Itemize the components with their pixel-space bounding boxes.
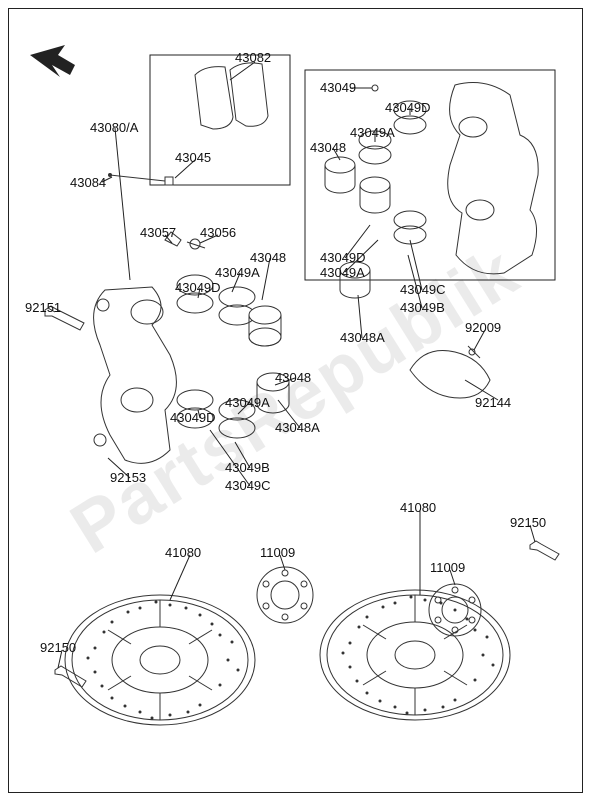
part-label-43049A: 43049A [225,395,270,410]
part-label-43049B: 43049B [400,300,445,315]
part-label-43084: 43084 [70,175,106,190]
part-label-43049: 43049 [320,80,356,95]
part-label-43082: 43082 [235,50,271,65]
part-label-43049B: 43049B [225,460,270,475]
part-label-92144: 92144 [475,395,511,410]
part-label-43049A: 43049A [215,265,260,280]
part-label-43049C: 43049C [400,282,446,297]
part-label-11009: 11009 [260,545,295,560]
part-label-41080: 41080 [165,545,201,560]
part-label-43049D: 43049D [170,410,216,425]
part-label-43049D: 43049D [320,250,366,265]
part-label-43048A: 43048A [340,330,385,345]
part-label-92151: 92151 [25,300,61,315]
part-label-92153: 92153 [110,470,146,485]
part-label-41080: 41080 [400,500,436,515]
part-label-43056: 43056 [200,225,236,240]
part-label-92009: 92009 [465,320,501,335]
part-label-92150: 92150 [40,640,76,655]
part-label-43049D: 43049D [175,280,221,295]
part-label-43048: 43048 [250,250,286,265]
part-label-43080-A: 43080/A [90,120,138,135]
part-label-43048: 43048 [310,140,346,155]
part-label-43057: 43057 [140,225,176,240]
part-label-92150: 92150 [510,515,546,530]
part-label-43049A: 43049A [350,125,395,140]
part-label-11009: 11009 [430,560,465,575]
part-label-43048: 43048 [275,370,311,385]
part-label-43048A: 43048A [275,420,320,435]
part-label-43049C: 43049C [225,478,271,493]
part-label-43049A: 43049A [320,265,365,280]
part-label-43045: 43045 [175,150,211,165]
part-label-43049D: 43049D [385,100,431,115]
